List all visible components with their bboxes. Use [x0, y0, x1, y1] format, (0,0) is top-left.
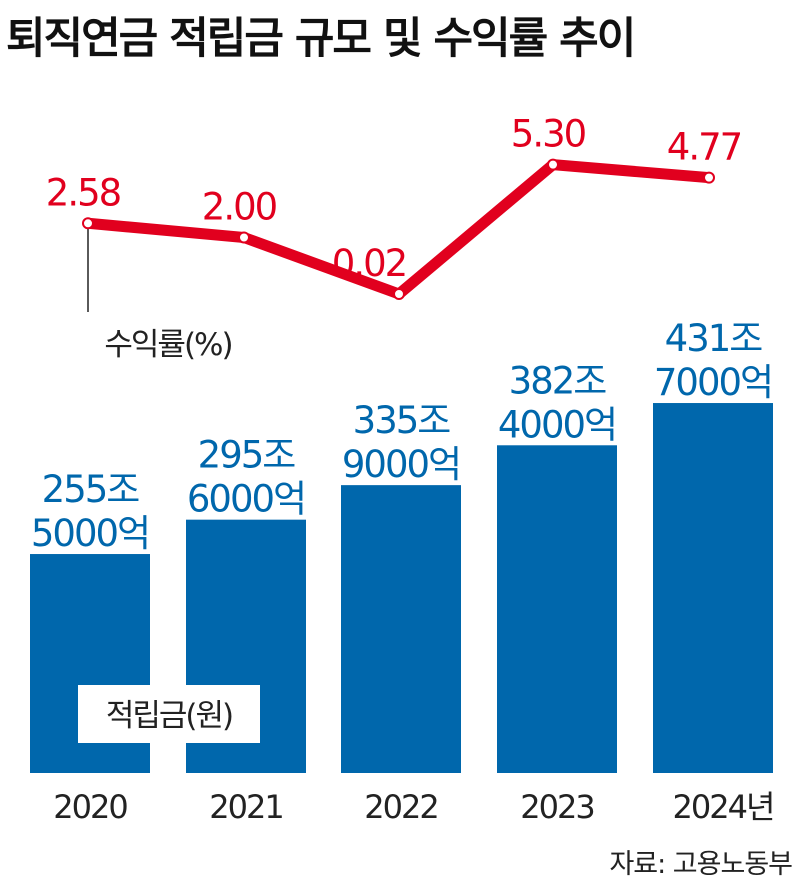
x-tick-label: 2021: [209, 788, 282, 826]
line-point: [547, 158, 559, 171]
line-data-label: 5.30: [511, 113, 586, 156]
bar-2024년: [653, 403, 773, 773]
bar-2022: [341, 485, 461, 773]
bar-data-label: 431조: [665, 317, 763, 360]
x-tick-label: 2022: [364, 788, 437, 826]
bar-data-label: 255조: [42, 468, 140, 511]
line-data-label: 0.02: [332, 242, 406, 285]
bar-series-label: 적립금(원): [106, 698, 232, 734]
line-point: [238, 231, 250, 244]
line-data-label: 2.58: [46, 171, 121, 214]
line-data-label: 2.00: [202, 185, 277, 228]
bar-data-label: 6000억: [187, 478, 305, 521]
source-note: 자료: 고용노동부: [609, 849, 793, 880]
line-point: [703, 171, 715, 184]
bar-data-label: 295조: [198, 434, 296, 477]
bar-data-label: 4000억: [498, 403, 616, 446]
line-data-label: 4.77: [667, 126, 741, 169]
bar-data-label: 9000억: [342, 443, 460, 486]
line-point: [393, 288, 405, 300]
x-tick-label: 2020: [53, 788, 127, 826]
x-tick-label: 2024년: [673, 788, 774, 826]
chart-title: 퇴직연금 적립금 규모 및 수익률 추이: [6, 14, 636, 64]
bar-2023: [497, 445, 617, 773]
x-tick-label: 2023: [520, 788, 593, 826]
line-point: [82, 217, 94, 230]
line-series-label: 수익률(%): [104, 327, 231, 363]
bar-data-label: 7000억: [654, 361, 772, 404]
bar-data-label: 382조: [509, 359, 607, 402]
bar-data-label: 335조: [353, 399, 451, 442]
bar-series-label-bg: [78, 685, 260, 743]
bar-data-label: 5000억: [31, 512, 149, 555]
